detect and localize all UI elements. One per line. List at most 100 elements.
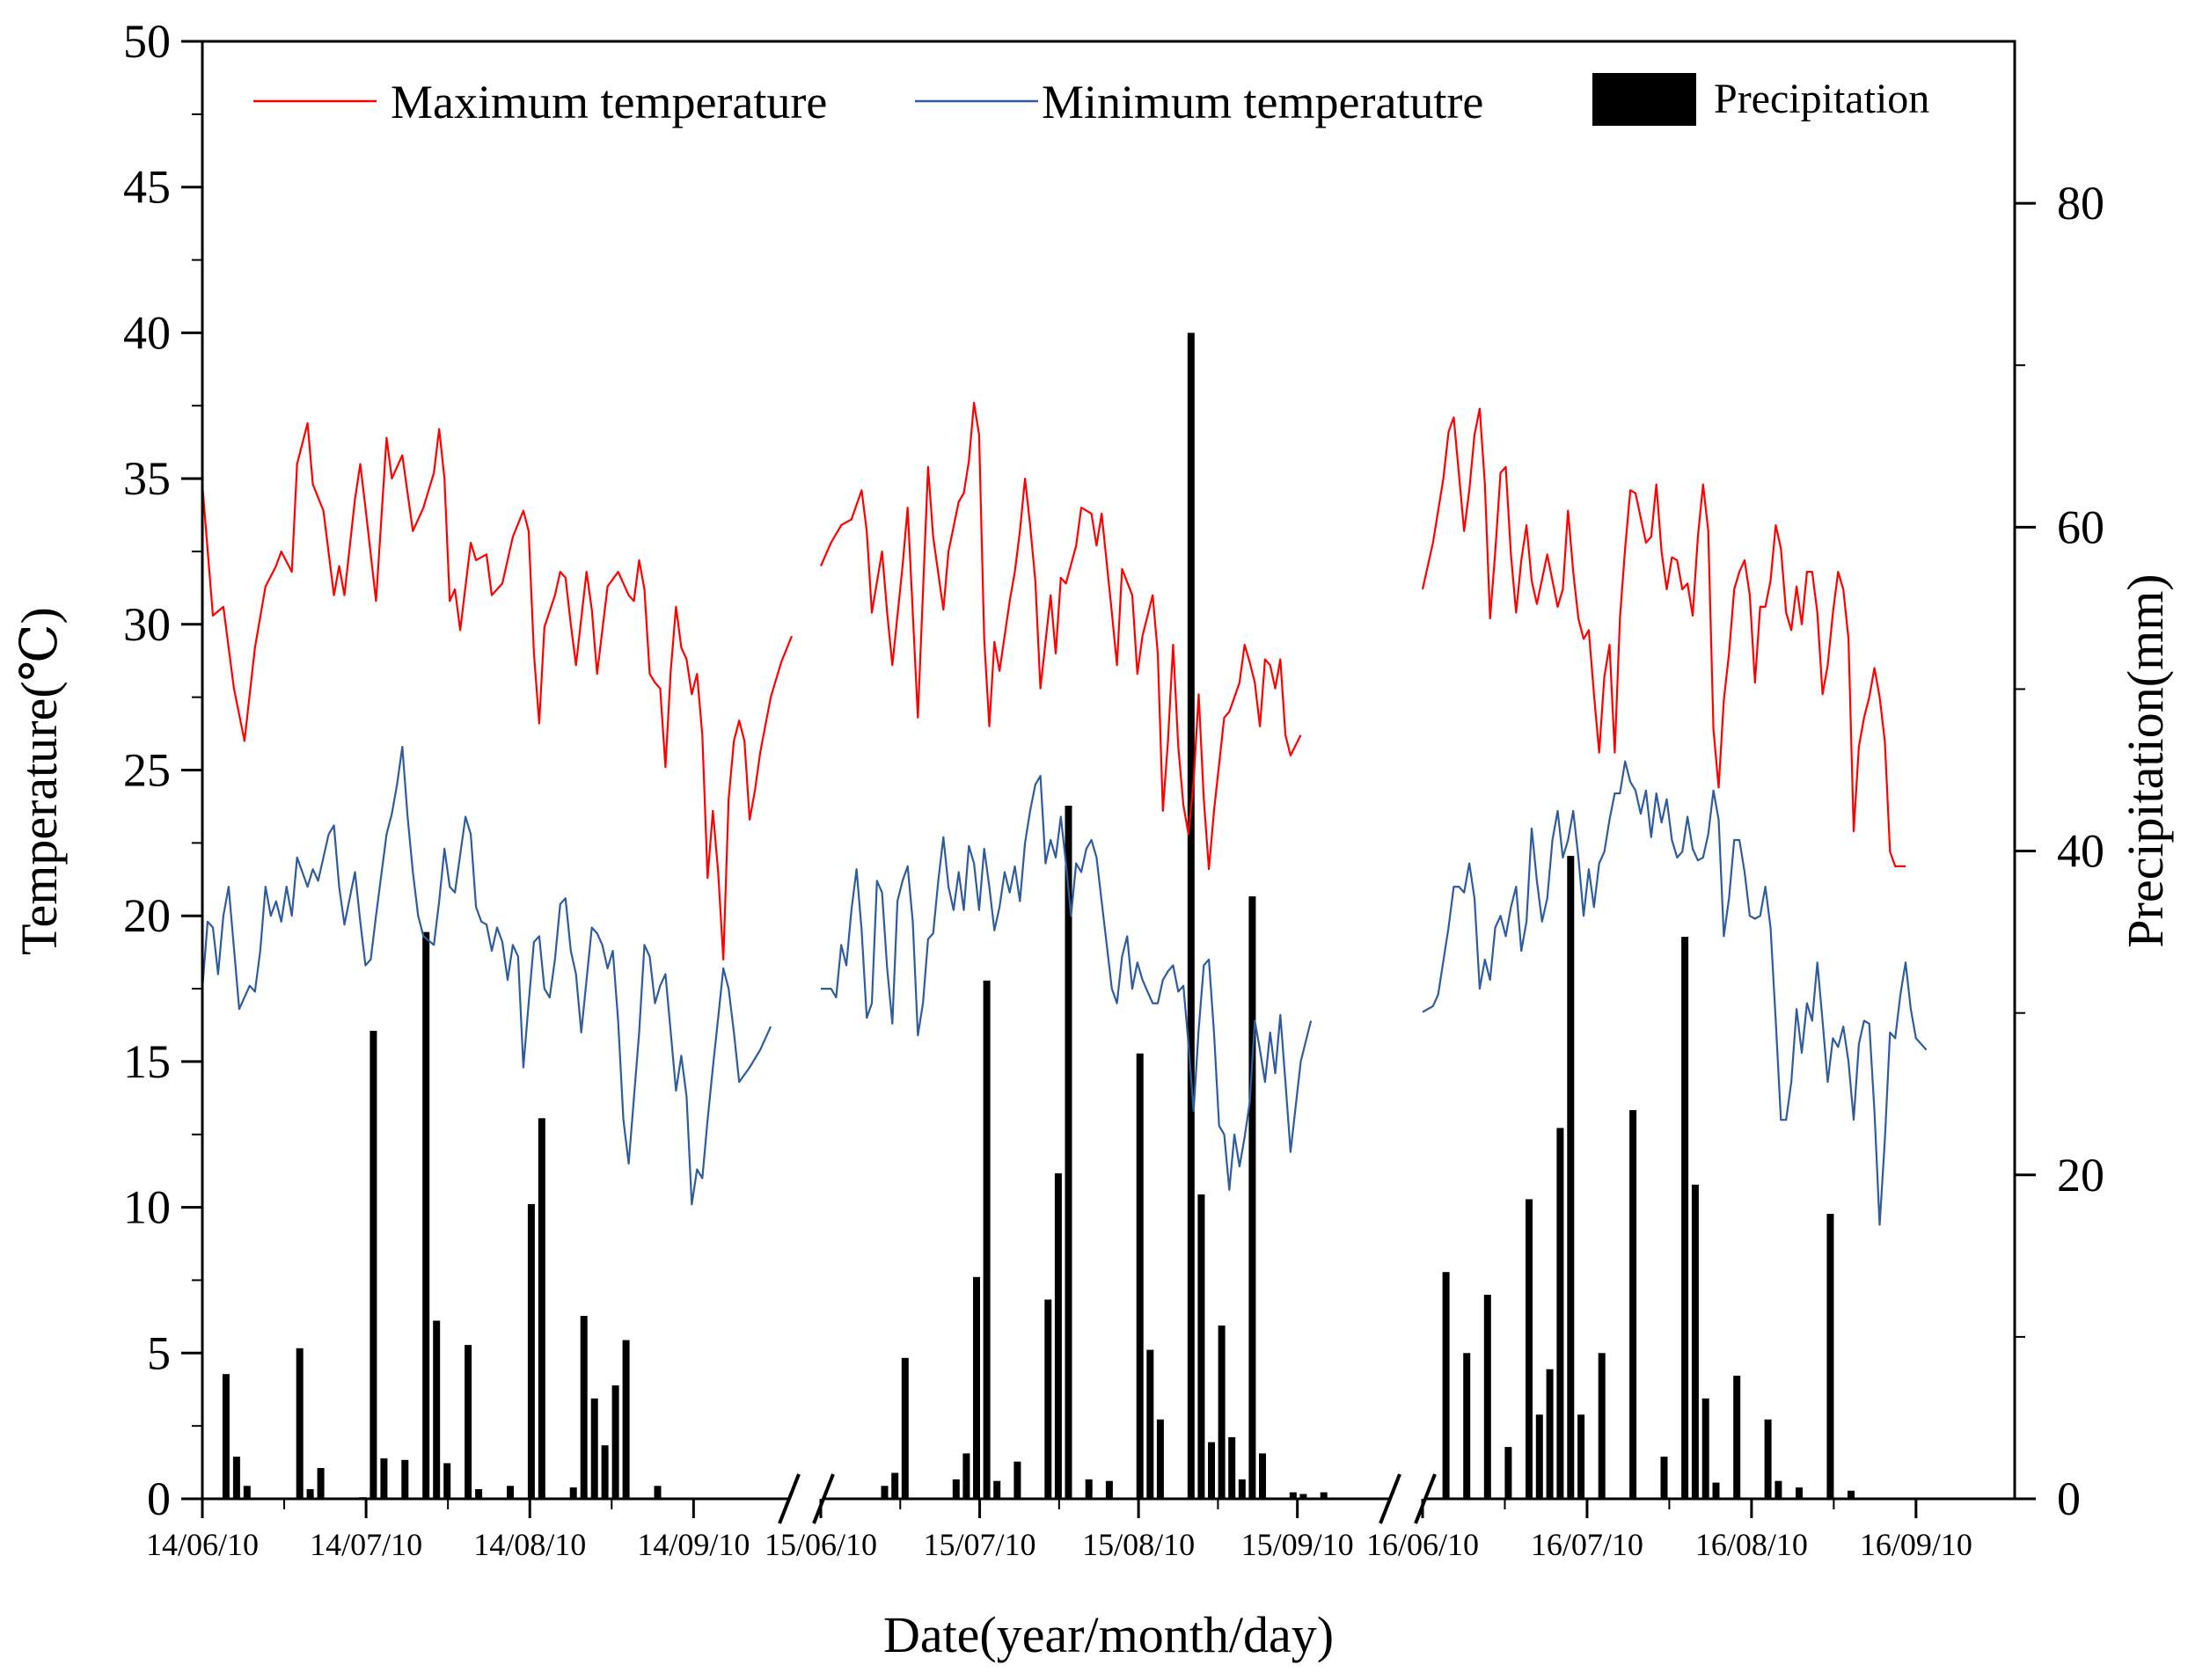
temperature-lines	[201, 401, 1928, 1226]
precipitation-bar	[1712, 1482, 1720, 1499]
max-temperature-line	[1421, 407, 1906, 867]
y-left-tick-label: 25	[123, 744, 171, 797]
precipitation-bar	[1136, 1053, 1144, 1499]
axis-break-mark	[1379, 1473, 1401, 1524]
precipitation-bar	[622, 1340, 630, 1499]
precipitation-bar	[611, 1385, 619, 1499]
max-temperature-line	[819, 401, 1302, 871]
x-tick-label: 14/08/10	[473, 1527, 586, 1562]
y-axis-left-title: Temperature(℃)	[11, 607, 68, 955]
precipitation-bar	[601, 1445, 609, 1499]
legend-precip-swatch	[1592, 73, 1696, 126]
precipitation-bar	[538, 1118, 545, 1499]
precipitation-bar	[952, 1479, 960, 1499]
precipitation-bar	[1156, 1419, 1164, 1499]
y-left-tick-label: 30	[123, 598, 171, 651]
precipitation-bar	[1526, 1199, 1533, 1499]
plot-frame	[201, 40, 2016, 1499]
precipitation-bar	[443, 1463, 451, 1499]
precipitation-bar	[891, 1472, 899, 1499]
precipitation-bar	[433, 1320, 441, 1499]
precipitation-bar	[1796, 1487, 1803, 1499]
precipitation-bar	[507, 1486, 514, 1499]
precipitation-bar	[317, 1468, 325, 1499]
y-left-tick-label: 45	[123, 161, 171, 214]
y-right-tick-label: 20	[2057, 1149, 2104, 1202]
precipitation-bar	[1054, 1172, 1062, 1499]
precipitation-bar	[1228, 1437, 1236, 1499]
precipitation-bar	[243, 1486, 251, 1499]
precipitation-bar	[1187, 332, 1195, 1499]
precipitation-bar	[1208, 1442, 1215, 1499]
axis-break-mark	[812, 1473, 835, 1524]
x-axis-title: Date(year/month/day)	[883, 1606, 1334, 1663]
precipitation-bar	[1014, 1461, 1021, 1499]
precipitation-bar	[1535, 1414, 1543, 1499]
precipitation-bar	[1733, 1376, 1741, 1499]
precipitation-bar	[1442, 1272, 1450, 1499]
precipitation-bar	[1848, 1490, 1855, 1499]
precipitation-bar	[232, 1457, 240, 1499]
legend: Maximum temperature Minimum temperatutre…	[253, 73, 1929, 128]
precipitation-bar	[1681, 937, 1689, 1499]
precipitation-bar	[1463, 1353, 1471, 1499]
x-tick-label: 16/09/10	[1860, 1527, 1972, 1562]
precipitation-bar	[1483, 1295, 1491, 1499]
axes: 14/06/10 14/07/10 14/08/10 14/09/10 15/06/10…	[123, 15, 2104, 1562]
precipitation-bar	[881, 1486, 889, 1499]
y-left-tick-label: 40	[123, 306, 171, 359]
precipitation-bar	[1826, 1214, 1834, 1499]
x-tick-label: 16/08/10	[1695, 1527, 1808, 1562]
y-left-tick-label: 10	[123, 1181, 171, 1234]
precipitation-bar	[1629, 1110, 1637, 1499]
x-tick-label: 16/06/10	[1366, 1527, 1479, 1562]
y-left-tick-label: 20	[123, 889, 171, 942]
max-temperature-line	[201, 422, 794, 961]
precipitation-bar	[1504, 1447, 1512, 1499]
precipitation-bar	[380, 1458, 388, 1499]
x-tick-label: 15/09/10	[1241, 1527, 1354, 1562]
x-tick-label: 15/06/10	[765, 1527, 877, 1562]
precipitation-bar	[1764, 1419, 1772, 1499]
precipitation-bar	[306, 1489, 314, 1499]
legend-min-label: Minimum temperatutre	[1042, 76, 1483, 128]
precipitation-bar	[1546, 1369, 1554, 1499]
precipitation-bar	[1577, 1414, 1585, 1499]
precipitation-bar	[465, 1345, 472, 1499]
y-right-tick-label: 40	[2057, 825, 2104, 878]
y-left-tick-label: 50	[123, 15, 171, 68]
precipitation-bar	[1320, 1492, 1328, 1499]
y-right-tick-label: 0	[2057, 1472, 2081, 1525]
precipitation-bar	[993, 1480, 1001, 1499]
y-left-tick-label: 0	[147, 1472, 171, 1525]
y-left-tick-label: 35	[123, 452, 171, 505]
precipitation-bar	[222, 1374, 230, 1499]
precipitation-bar	[296, 1348, 304, 1499]
precipitation-bar	[401, 1459, 409, 1499]
y-axis-right-title: Precipitation(mm)	[2117, 573, 2174, 947]
y-left-tick-label: 5	[147, 1326, 171, 1379]
precipitation-bar	[1691, 1184, 1699, 1499]
precipitation-bar	[1567, 856, 1575, 1499]
legend-precip-label: Precipitation	[1714, 76, 1929, 122]
precipitation-bar	[475, 1489, 483, 1499]
precipitation-bar	[580, 1316, 588, 1499]
axis-break-mark	[778, 1473, 801, 1524]
x-tick-label: 14/09/10	[637, 1527, 750, 1562]
precipitation-bar	[370, 1030, 377, 1499]
x-tick-label: 14/06/10	[146, 1527, 259, 1562]
precipitation-bar	[654, 1486, 662, 1499]
precipitation-bar	[1085, 1479, 1093, 1499]
precipitation-bar	[901, 1357, 909, 1499]
precipitation-bar	[1259, 1453, 1266, 1499]
x-tick-label: 16/07/10	[1531, 1527, 1643, 1562]
x-tick-label: 15/07/10	[924, 1527, 1036, 1562]
y-left-tick-label: 15	[123, 1035, 171, 1088]
precipitation-bar	[569, 1487, 577, 1499]
precipitation-bar	[1146, 1349, 1154, 1499]
precipitation-bar	[1044, 1299, 1052, 1499]
precipitation-bar	[1598, 1353, 1606, 1499]
precipitation-bar	[962, 1453, 970, 1499]
precipitation-bar	[422, 931, 430, 1499]
